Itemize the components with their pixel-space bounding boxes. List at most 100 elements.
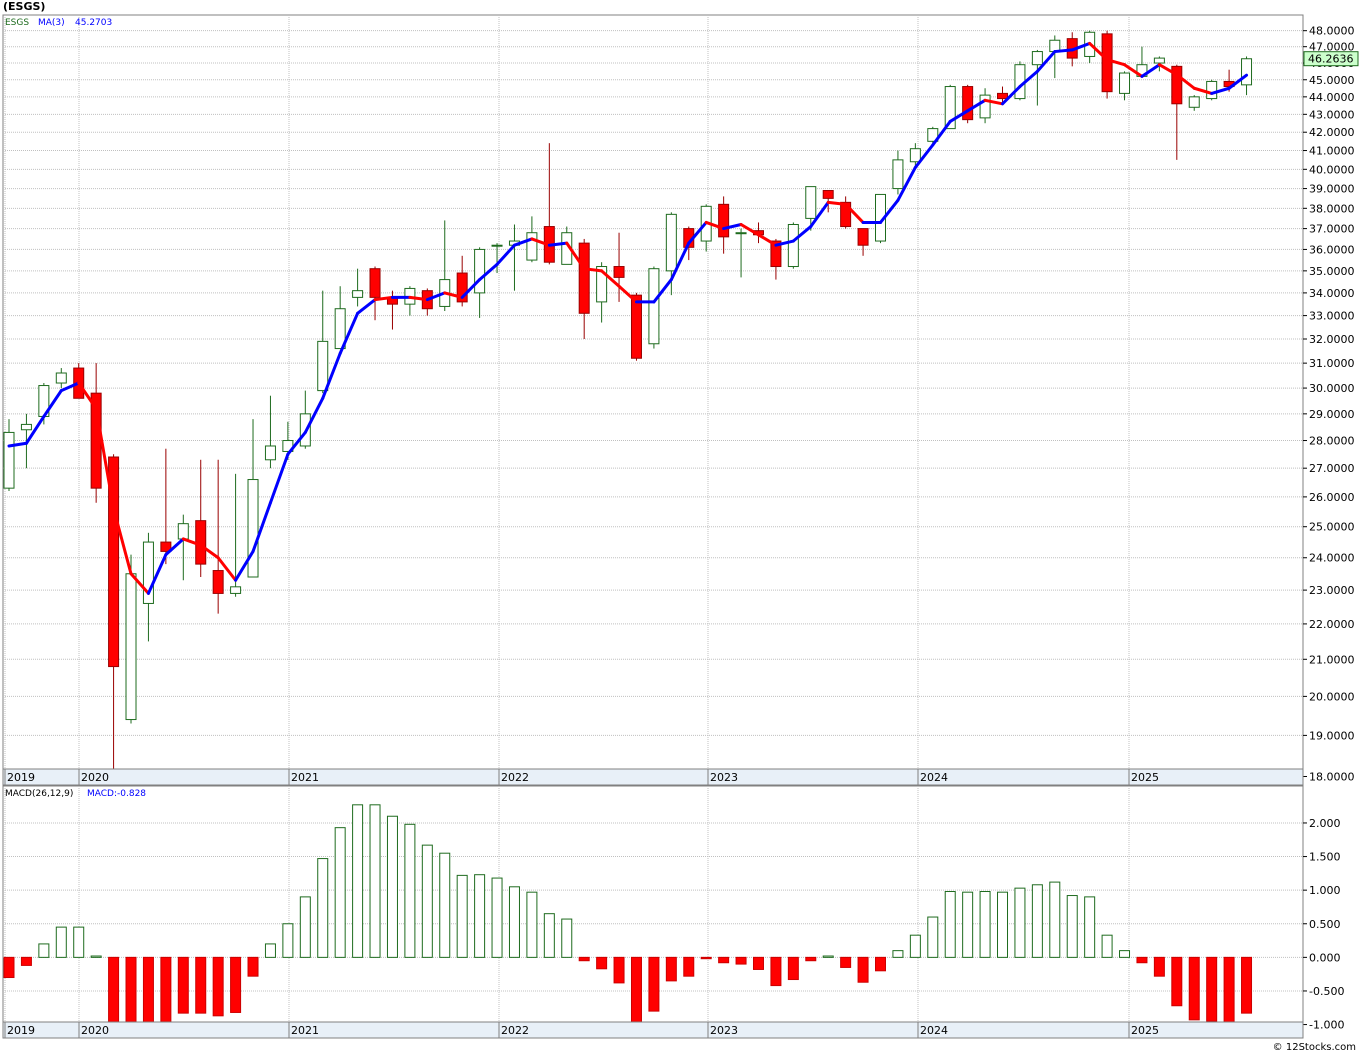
last-price-label: 46.2636 bbox=[1308, 53, 1354, 66]
price-legend-ma: MA(3) bbox=[38, 18, 65, 28]
macd-tick-label: -1.000 bbox=[1309, 1019, 1344, 1032]
ma3-segment bbox=[251, 501, 272, 553]
ma3-segment bbox=[530, 237, 551, 247]
ma3-segment bbox=[77, 381, 98, 411]
price-panel-frame bbox=[2, 14, 1304, 786]
x-axis-label: 2023 bbox=[710, 1024, 738, 1037]
macd-bar bbox=[648, 956, 660, 1012]
macd-bar bbox=[700, 956, 712, 960]
candle-body bbox=[962, 86, 974, 121]
x-axis-label: 2021 bbox=[291, 1024, 319, 1037]
macd-bar bbox=[1206, 956, 1218, 1022]
ma3-segment bbox=[512, 237, 534, 247]
macd-bar bbox=[892, 950, 904, 958]
macd-bar bbox=[1241, 956, 1253, 1014]
macd-bar bbox=[264, 943, 276, 958]
footer-credit: © 12Stocks.com bbox=[1272, 1042, 1356, 1053]
candle-body bbox=[369, 268, 381, 298]
x-axis-band bbox=[2, 768, 1304, 786]
candle-body bbox=[160, 541, 172, 552]
price-tick-label: 26.0000 bbox=[1309, 491, 1355, 504]
candle-body bbox=[927, 128, 939, 142]
candle-body bbox=[1119, 72, 1131, 94]
ma3-segment bbox=[669, 241, 691, 282]
macd-bar bbox=[596, 956, 608, 970]
price-tick-label: 47.0000 bbox=[1309, 41, 1355, 54]
x-axis-band bbox=[2, 1021, 1304, 1039]
x-axis-label: 2025 bbox=[1131, 1024, 1159, 1037]
price-tick-label: 40.0000 bbox=[1309, 163, 1355, 176]
macd-tick-label: 0.500 bbox=[1309, 918, 1341, 931]
price-tick-label: 36.0000 bbox=[1309, 243, 1355, 256]
ma3-segment bbox=[879, 198, 900, 224]
macd-bar bbox=[334, 827, 346, 958]
macd-bar bbox=[944, 891, 956, 958]
ma3-segment bbox=[112, 507, 133, 576]
ma3-segment bbox=[600, 269, 621, 288]
macd-bar bbox=[20, 956, 32, 966]
macd-bar bbox=[508, 886, 520, 958]
ma3-segment bbox=[1157, 63, 1179, 77]
macd-bar bbox=[787, 956, 799, 981]
macd-bar bbox=[1223, 956, 1235, 1028]
ma3-segment bbox=[1035, 50, 1057, 73]
candle-body bbox=[718, 203, 730, 238]
macd-bar bbox=[1153, 956, 1165, 977]
candle-body bbox=[1153, 57, 1165, 64]
candle-body bbox=[334, 308, 346, 350]
macd-bar bbox=[561, 918, 573, 958]
ma3-segment bbox=[931, 119, 952, 147]
price-tick-label: 24.0000 bbox=[1309, 552, 1355, 565]
macd-bar bbox=[3, 956, 15, 979]
ma3-segment bbox=[146, 553, 168, 595]
x-axis-label: 2024 bbox=[920, 771, 948, 784]
candle-body bbox=[613, 266, 625, 278]
x-axis-label: 2023 bbox=[710, 771, 738, 784]
macd-bar bbox=[979, 891, 991, 958]
macd-bar bbox=[439, 852, 451, 958]
candle-body bbox=[944, 86, 956, 130]
candle-body bbox=[630, 294, 642, 359]
ma3-segment bbox=[1053, 48, 1074, 54]
ma3-segment bbox=[460, 278, 482, 299]
candle-body bbox=[3, 431, 15, 489]
macd-bar bbox=[230, 956, 242, 1013]
ma3-segment bbox=[356, 298, 377, 315]
ma3-segment bbox=[756, 233, 778, 247]
candle-body bbox=[55, 372, 67, 384]
macd-legend-value: MACD:-0.828 bbox=[87, 789, 146, 799]
candle-body bbox=[142, 541, 154, 604]
macd-tick-label: 0.000 bbox=[1309, 951, 1341, 964]
chart-title: (ESGS) bbox=[3, 0, 46, 13]
ma3-segment bbox=[1070, 41, 1092, 52]
price-tick-label: 20.0000 bbox=[1309, 690, 1355, 703]
candle-body bbox=[491, 244, 503, 247]
ma3-segment bbox=[704, 220, 726, 231]
ma3-segment bbox=[42, 389, 63, 418]
macd-bar bbox=[909, 934, 921, 958]
ma3-segment bbox=[565, 241, 586, 271]
price-tick-label: 30.0000 bbox=[1309, 382, 1355, 395]
ma3-segment bbox=[286, 430, 307, 456]
ma3-segment bbox=[722, 222, 743, 231]
price-tick-label: 39.0000 bbox=[1309, 183, 1355, 196]
candle-body bbox=[1101, 33, 1113, 93]
price-tick-label: 35.0000 bbox=[1309, 265, 1355, 278]
macd-bar bbox=[299, 896, 311, 958]
ma3-segment bbox=[478, 262, 499, 282]
macd-bar bbox=[90, 955, 102, 958]
macd-bar bbox=[352, 804, 364, 958]
macd-bar bbox=[665, 956, 677, 982]
candle-body bbox=[892, 159, 904, 190]
price-tick-label: 22.0000 bbox=[1309, 618, 1355, 631]
price-legend-ma-value: 45.2703 bbox=[75, 18, 112, 28]
macd-bar bbox=[613, 956, 625, 984]
candle-body bbox=[787, 223, 799, 268]
ma3-segment bbox=[164, 537, 185, 557]
price-tick-label: 19.0000 bbox=[1309, 729, 1355, 742]
ma3-segment bbox=[1123, 63, 1144, 78]
candle-body bbox=[264, 445, 276, 461]
ma3-segment bbox=[774, 239, 795, 247]
macd-bar bbox=[55, 926, 67, 958]
ma3-segment bbox=[181, 537, 203, 547]
